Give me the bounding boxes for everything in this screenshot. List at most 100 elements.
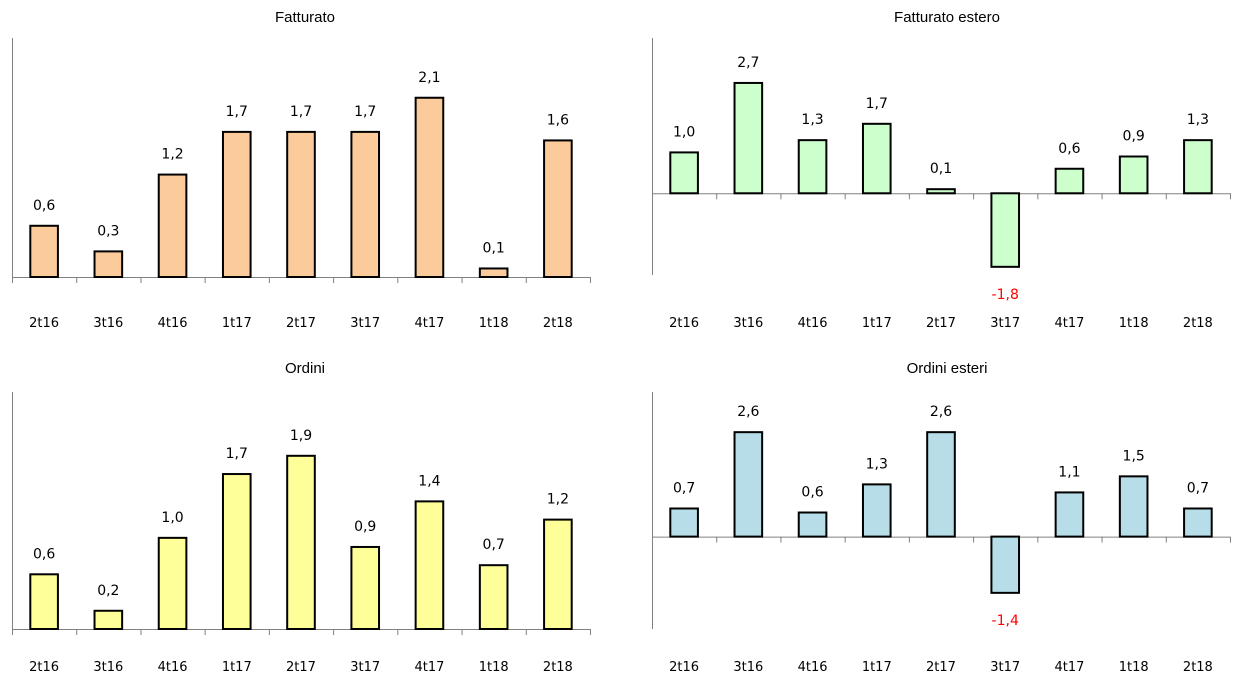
x-tick-label: 1t18	[479, 316, 509, 331]
bar-2t16	[669, 151, 699, 195]
x-tick-label: 4t16	[798, 660, 828, 675]
x-tick-label: 2t16	[669, 316, 699, 331]
bar-2t17	[286, 130, 316, 278]
x-tick-label: 2t17	[926, 316, 956, 331]
bar-2t18	[1183, 507, 1213, 538]
bar-4t16	[797, 139, 828, 195]
data-label: 0,9	[1123, 129, 1145, 145]
bar-3t16	[733, 81, 764, 195]
data-label: 1,7	[226, 104, 248, 120]
data-label: 2,6	[930, 404, 952, 420]
data-label: 0,6	[33, 546, 55, 562]
x-tick-label: 4t17	[414, 316, 444, 331]
x-tick-label: 3t16	[93, 316, 123, 331]
x-tick-label: 1t18	[1119, 660, 1149, 675]
data-label: 1,9	[290, 428, 312, 444]
data-label: 1,7	[290, 104, 312, 120]
bar-4t17	[414, 500, 445, 630]
x-tick-label: 1t17	[222, 316, 252, 331]
data-label: 0,7	[1187, 480, 1209, 496]
data-label: 2,7	[737, 55, 759, 71]
data-label: 1,4	[418, 473, 440, 489]
x-tick-label: 4t16	[798, 316, 828, 331]
chart-panel-4: Ordini esteri 0,7 2t16 2,6 3t16 0,6 4t16 1,3 1t1…	[652, 360, 1231, 675]
x-tick-label: 3t16	[733, 660, 763, 675]
bar-1t17	[221, 473, 252, 630]
bar-4t17	[414, 96, 445, 278]
data-label: 0,2	[97, 583, 119, 599]
data-label: 1,0	[161, 510, 183, 526]
data-label: 0,7	[483, 537, 505, 553]
bar-1t17	[861, 122, 892, 195]
x-tick-label: 2t16	[29, 316, 59, 331]
x-tick-label: 3t17	[350, 316, 380, 331]
bar-4t16	[797, 511, 828, 538]
data-label: 1,2	[547, 492, 569, 508]
data-label: 1,3	[1187, 112, 1209, 128]
bar-2t18	[1183, 139, 1213, 195]
bar-4t16	[157, 173, 188, 278]
bar-1t18	[478, 564, 509, 631]
data-label: 1,5	[1123, 448, 1145, 464]
chart-title: Ordini esteri	[907, 360, 988, 377]
x-tick-label: 4t17	[414, 660, 444, 675]
x-tick-label: 1t17	[862, 316, 892, 331]
bar-2t18	[543, 139, 573, 278]
x-tick-label: 4t16	[158, 660, 188, 675]
x-tick-label: 2t17	[926, 660, 956, 675]
x-tick-label: 2t16	[29, 660, 59, 675]
x-tick-label: 2t18	[543, 316, 573, 331]
bar-3t17	[990, 535, 1021, 594]
data-label: 1,3	[801, 112, 823, 128]
bar-3t16	[93, 609, 124, 630]
bar-2t17	[926, 431, 956, 538]
data-label: 1,7	[866, 96, 888, 112]
bar-3t16	[93, 250, 124, 278]
chart-title: Ordini	[285, 360, 325, 377]
bar-4t17	[1054, 167, 1085, 195]
data-label: 1,3	[866, 456, 888, 472]
data-label: 0,3	[97, 223, 119, 239]
bar-1t18	[1118, 475, 1149, 538]
x-tick-label: 1t17	[222, 660, 252, 675]
bar-1t18	[1118, 155, 1149, 195]
data-label: 1,2	[161, 147, 183, 163]
bar-2t16	[29, 573, 59, 630]
bar-2t16	[669, 507, 699, 538]
data-label: 1,7	[354, 104, 376, 120]
chart-title: Fatturato	[275, 9, 335, 26]
bar-3t17	[990, 192, 1021, 268]
data-label: 0,1	[483, 240, 505, 256]
bar-2t17	[286, 454, 316, 630]
data-label: 0,6	[801, 485, 823, 501]
data-label: 1,7	[226, 446, 248, 462]
bar-2t17	[926, 188, 956, 195]
bar-2t18	[543, 518, 573, 630]
data-label: 0,6	[33, 198, 55, 214]
x-tick-label: 3t17	[990, 660, 1020, 675]
x-tick-label: 4t17	[1054, 316, 1084, 331]
x-tick-label: 1t18	[479, 660, 509, 675]
data-label: 0,6	[1058, 141, 1080, 157]
bar-3t16	[733, 431, 764, 538]
chart-title: Fatturato estero	[894, 9, 1000, 26]
bar-3t17	[350, 130, 381, 278]
data-label: 1,1	[1058, 464, 1080, 480]
x-tick-label: 2t16	[669, 660, 699, 675]
x-tick-label: 3t17	[990, 316, 1020, 331]
x-tick-label: 3t16	[733, 316, 763, 331]
x-tick-label: 2t18	[1183, 316, 1213, 331]
x-tick-label: 4t17	[1054, 660, 1084, 675]
bar-2t16	[29, 224, 59, 279]
x-tick-label: 1t17	[862, 660, 892, 675]
x-tick-label: 2t18	[543, 660, 573, 675]
data-label: 2,1	[418, 70, 440, 86]
chart-panel-3: Ordini 0,6 2t16 0,2 3t16 1,0 4t16 1,7 1t17 1,9 2t1…	[12, 360, 591, 675]
x-tick-label: 2t18	[1183, 660, 1213, 675]
chart-panel-1: Fatturato 0,6 2t16 0,3 3t16 1,2 4t16 1,7 1t17 1,7…	[12, 9, 591, 331]
bar-4t16	[157, 536, 188, 630]
data-label: 2,6	[737, 404, 759, 420]
bar-4t17	[1054, 491, 1085, 538]
x-tick-label: 1t18	[1119, 316, 1149, 331]
